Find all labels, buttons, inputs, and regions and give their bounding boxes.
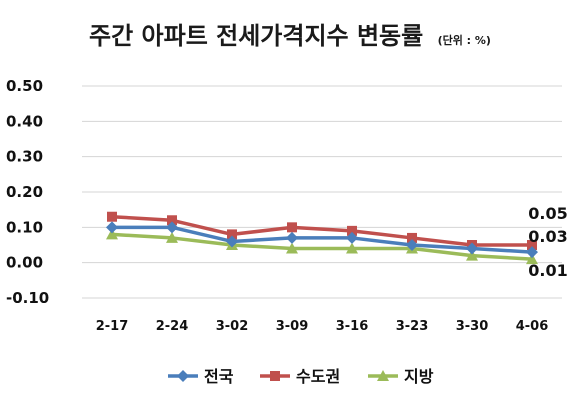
triangle-marker [106,228,118,240]
diamond-marker [466,242,478,255]
x-tick-label: 2-17 [96,319,129,334]
y-tick-label: -0.10 [6,289,49,307]
triangle-marker [526,253,538,265]
y-tick-label: 0.50 [6,77,43,95]
square-marker [287,222,297,233]
triangle-marker [286,242,298,254]
y-tick-label: 0.20 [6,183,43,201]
x-tick-label: 3-16 [336,319,369,334]
triangle-marker [346,242,358,254]
y-axis-ticks: 0.50 0.40 0.30 0.20 0.10 0.00 -0.10 [6,77,49,307]
series-lines [106,211,538,265]
diamond-marker [226,235,238,248]
data-label: 0.01 [528,261,567,280]
x-tick-label: 3-30 [456,319,489,334]
data-label: 0.05 [528,204,567,223]
series-line [112,225,533,254]
unit-note: (단위 : %) [438,33,491,47]
y-tick-label: 0.00 [6,254,43,272]
triangle-marker [466,249,478,261]
square-marker [107,211,117,222]
chart-title: 주간 아파트 전세가격지수 변동률 (단위 : %) [89,22,491,50]
diamond-marker [177,370,189,382]
diamond-marker [346,231,358,244]
square-marker [227,229,237,240]
y-tick-label: 0.40 [6,112,43,130]
x-tick-label: 3-02 [216,319,249,334]
y-tick-label: 0.10 [6,218,43,236]
data-labels: 0.05 0.03 0.01 [528,204,567,280]
legend-label: 지방 [404,367,434,386]
square-marker [527,240,537,250]
square-marker [407,232,417,243]
diamond-marker [526,246,538,259]
chart-title-text: 주간 아파트 전세가격지수 변동률 [89,22,423,50]
x-axis-ticks: 2-17 2-24 3-02 3-09 3-16 3-23 3-30 4-06 [96,319,549,334]
diamond-marker [106,221,118,234]
legend-label: 수도권 [296,367,340,386]
series-line [111,214,532,247]
series-전국 [106,221,538,259]
x-tick-label: 4-06 [516,319,549,334]
x-tick-label: 3-09 [276,319,309,334]
triangle-marker [377,370,389,381]
diamond-marker [166,221,178,234]
legend-item: 지방 [368,367,434,386]
triangle-marker [166,231,178,243]
square-marker [270,371,280,381]
series-line [111,232,533,261]
data-label: 0.03 [528,227,567,246]
square-marker [347,225,357,236]
legend-item: 수도권 [260,367,340,386]
gridlines [82,85,562,299]
legend-item: 전국 [168,367,234,386]
diamond-marker [406,239,418,251]
diamond-marker [286,231,298,244]
legend: 전국 수도권 지방 [168,367,434,386]
legend-label: 전국 [204,367,234,386]
x-tick-label: 2-24 [156,319,189,334]
x-tick-label: 3-23 [396,319,429,334]
y-tick-label: 0.30 [6,148,43,166]
square-marker [167,215,177,226]
